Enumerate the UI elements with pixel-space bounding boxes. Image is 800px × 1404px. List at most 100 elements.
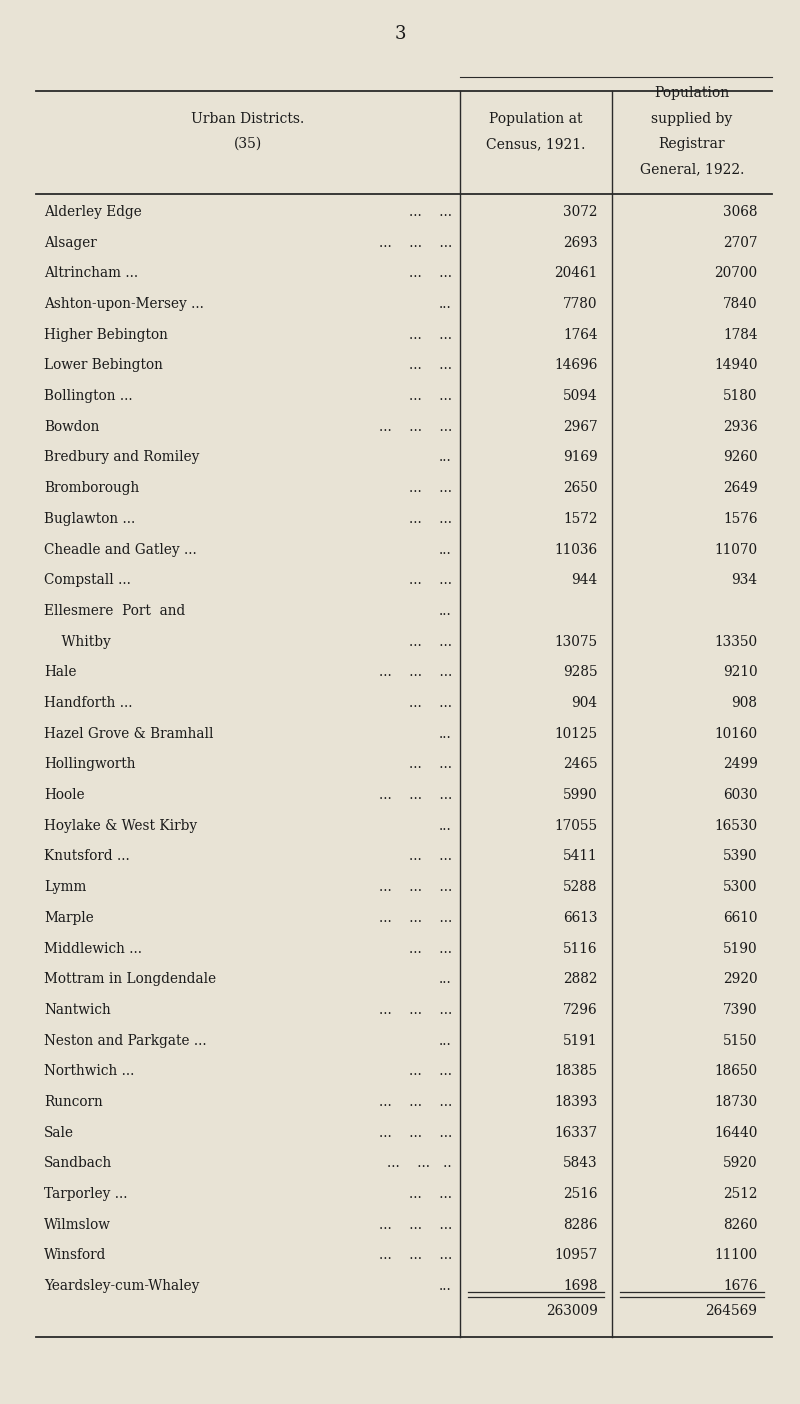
Text: ...    ...: ... ...	[409, 512, 452, 526]
Text: ...    ...   ..: ... ... ..	[387, 1157, 452, 1171]
Text: ...    ...    ...: ... ... ...	[378, 665, 452, 680]
Text: Winsford: Winsford	[44, 1248, 106, 1262]
Text: Mottram in Longdendale: Mottram in Longdendale	[44, 972, 216, 986]
Text: General, 1922.: General, 1922.	[640, 163, 744, 176]
Text: ...    ...: ... ...	[409, 327, 452, 341]
Text: Ashton-upon-Mersey ...: Ashton-upon-Mersey ...	[44, 298, 204, 310]
Text: 5190: 5190	[723, 942, 758, 956]
Text: ...    ...: ... ...	[409, 757, 452, 771]
Text: Buglawton ...: Buglawton ...	[44, 512, 135, 526]
Text: Lymm: Lymm	[44, 880, 86, 894]
Text: Handforth ...: Handforth ...	[44, 696, 133, 710]
Text: Urban Districts.: Urban Districts.	[191, 112, 305, 125]
Text: 10160: 10160	[714, 727, 758, 741]
Text: 14696: 14696	[554, 358, 598, 372]
Text: Altrincham ...: Altrincham ...	[44, 267, 138, 281]
Text: 5990: 5990	[563, 788, 598, 802]
Text: Northwich ...: Northwich ...	[44, 1064, 134, 1078]
Text: 13350: 13350	[714, 635, 758, 649]
Text: Whitby: Whitby	[44, 635, 110, 649]
Text: 3072: 3072	[563, 205, 598, 219]
Text: ...: ...	[439, 451, 452, 465]
Text: Middlewich ...: Middlewich ...	[44, 942, 142, 956]
Text: ...    ...    ...: ... ... ...	[378, 1217, 452, 1231]
Text: ...    ...    ...: ... ... ...	[378, 911, 452, 925]
Text: Bollington ...: Bollington ...	[44, 389, 133, 403]
Text: 1572: 1572	[563, 512, 598, 526]
Text: Bromborough: Bromborough	[44, 482, 139, 496]
Text: 908: 908	[731, 696, 758, 710]
Text: Sandbach: Sandbach	[44, 1157, 112, 1171]
Text: 3: 3	[394, 25, 406, 42]
Text: ...: ...	[439, 604, 452, 618]
Text: ...    ...: ... ...	[409, 942, 452, 956]
Text: 18650: 18650	[714, 1064, 758, 1078]
Text: 1676: 1676	[723, 1279, 758, 1293]
Text: ...    ...: ... ...	[409, 696, 452, 710]
Text: Marple: Marple	[44, 911, 94, 925]
Text: Bredbury and Romiley: Bredbury and Romiley	[44, 451, 199, 465]
Text: 2516: 2516	[563, 1188, 598, 1200]
Text: ...: ...	[439, 1033, 452, 1047]
Text: Census, 1921.: Census, 1921.	[486, 138, 586, 150]
Text: ...    ...: ... ...	[409, 267, 452, 281]
Text: 2967: 2967	[563, 420, 598, 434]
Text: 10125: 10125	[554, 727, 598, 741]
Text: 2650: 2650	[563, 482, 598, 496]
Text: 11100: 11100	[714, 1248, 758, 1262]
Text: 263009: 263009	[546, 1304, 598, 1318]
Text: 1764: 1764	[563, 327, 598, 341]
Text: Hoole: Hoole	[44, 788, 85, 802]
Text: Knutsford ...: Knutsford ...	[44, 849, 130, 863]
Text: 1576: 1576	[723, 512, 758, 526]
Text: ...    ...: ... ...	[409, 1188, 452, 1200]
Text: 2693: 2693	[563, 236, 598, 250]
Text: 2465: 2465	[563, 757, 598, 771]
Text: ...    ...: ... ...	[409, 205, 452, 219]
Text: 5390: 5390	[723, 849, 758, 863]
Text: 5288: 5288	[563, 880, 598, 894]
Text: Hale: Hale	[44, 665, 77, 680]
Text: ...    ...    ...: ... ... ...	[378, 236, 452, 250]
Text: ...    ...    ...: ... ... ...	[378, 1248, 452, 1262]
Text: 8260: 8260	[723, 1217, 758, 1231]
Text: Compstall ...: Compstall ...	[44, 573, 131, 587]
Text: 6613: 6613	[563, 911, 598, 925]
Text: 1698: 1698	[563, 1279, 598, 1293]
Text: Ellesmere  Port  and: Ellesmere Port and	[44, 604, 186, 618]
Text: 2707: 2707	[723, 236, 758, 250]
Text: ...    ...: ... ...	[409, 849, 452, 863]
Text: 5191: 5191	[563, 1033, 598, 1047]
Text: supplied by: supplied by	[651, 112, 733, 125]
Text: Alsager: Alsager	[44, 236, 97, 250]
Text: 6030: 6030	[723, 788, 758, 802]
Text: 5411: 5411	[563, 849, 598, 863]
Text: 9210: 9210	[723, 665, 758, 680]
Text: 3068: 3068	[723, 205, 758, 219]
Text: 18385: 18385	[554, 1064, 598, 1078]
Text: 264569: 264569	[706, 1304, 758, 1318]
Text: 2649: 2649	[723, 482, 758, 496]
Text: ...: ...	[439, 972, 452, 986]
Text: 9285: 9285	[563, 665, 598, 680]
Text: Bowdon: Bowdon	[44, 420, 99, 434]
Text: Cheadle and Gatley ...: Cheadle and Gatley ...	[44, 542, 197, 556]
Text: 2920: 2920	[723, 972, 758, 986]
Text: ...    ...: ... ...	[409, 358, 452, 372]
Text: 10957: 10957	[554, 1248, 598, 1262]
Text: 6610: 6610	[723, 911, 758, 925]
Text: 16530: 16530	[714, 819, 758, 833]
Text: Sale: Sale	[44, 1126, 74, 1140]
Text: 9260: 9260	[723, 451, 758, 465]
Text: Higher Bebington: Higher Bebington	[44, 327, 168, 341]
Text: 934: 934	[731, 573, 758, 587]
Text: 7780: 7780	[563, 298, 598, 310]
Text: ...    ...    ...: ... ... ...	[378, 788, 452, 802]
Text: 14940: 14940	[714, 358, 758, 372]
Text: 16337: 16337	[554, 1126, 598, 1140]
Text: 2512: 2512	[723, 1188, 758, 1200]
Text: Population: Population	[654, 87, 730, 100]
Text: Alderley Edge: Alderley Edge	[44, 205, 142, 219]
Text: 2882: 2882	[563, 972, 598, 986]
Text: 9169: 9169	[563, 451, 598, 465]
